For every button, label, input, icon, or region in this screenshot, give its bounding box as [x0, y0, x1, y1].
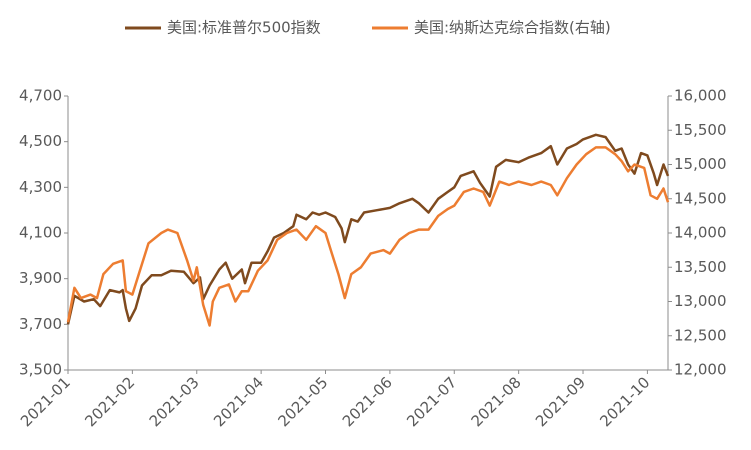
y2-tick-label: 16,000 [674, 87, 727, 105]
y2-tick-label: 14,000 [674, 224, 727, 242]
x-tick-label: 2021-01 [17, 373, 74, 430]
series-line [66, 146, 670, 327]
y2-tick-label: 14,500 [674, 189, 727, 207]
x-tick-label: 2021-06 [339, 373, 396, 430]
legend-label: 美国:纳斯达克综合指数(右轴) [414, 19, 611, 37]
y2-tick-label: 13,000 [674, 292, 727, 310]
y2-tick-label: 15,500 [674, 121, 727, 139]
y2-tick-label: 15,000 [674, 155, 727, 173]
y-tick-label: 3,700 [19, 315, 62, 333]
y2-tick-label: 13,500 [674, 258, 727, 276]
x-tick-label: 2021-04 [210, 373, 267, 430]
y2-tick-label: 12,500 [674, 326, 727, 344]
y-tick-label: 4,700 [19, 87, 62, 105]
y-tick-label: 3,500 [19, 361, 62, 379]
y-tick-label: 3,900 [19, 269, 62, 287]
x-tick-label: 2021-10 [596, 373, 653, 430]
x-tick-label: 2021-05 [274, 373, 331, 430]
y2-tick-label: 12,000 [674, 361, 727, 379]
x-tick-label: 2021-02 [81, 373, 138, 430]
y-tick-label: 4,100 [19, 224, 62, 242]
y-tick-label: 4,500 [19, 132, 62, 150]
x-tick-label: 2021-07 [403, 373, 460, 430]
x-tick-label: 2021-03 [146, 373, 203, 430]
series-line [66, 133, 670, 325]
x-tick-label: 2021-08 [468, 373, 525, 430]
y-tick-label: 4,300 [19, 178, 62, 196]
legend-label: 美国:标准普尔500指数 [167, 19, 321, 37]
x-tick-label: 2021-09 [532, 373, 589, 430]
